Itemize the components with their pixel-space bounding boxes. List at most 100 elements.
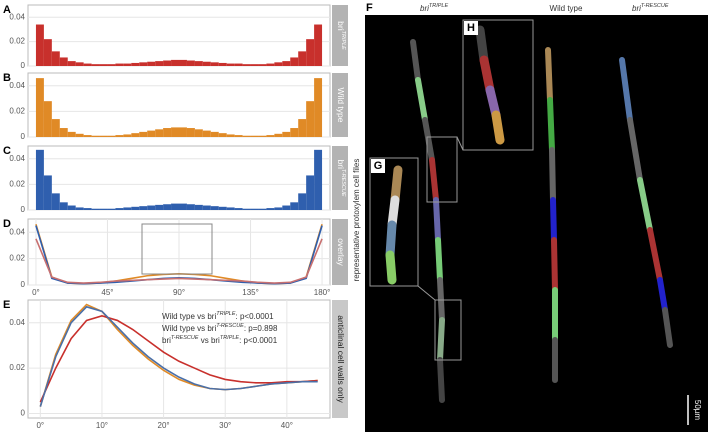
- bar: [266, 63, 275, 66]
- annotation-part: TRIPLE: [216, 311, 236, 317]
- y-tick-label: 0.02: [9, 37, 25, 46]
- y-tick-label: 0: [21, 280, 26, 289]
- bar: [234, 63, 243, 66]
- panel-label: B: [3, 72, 11, 84]
- y-tick-label: 0: [21, 132, 26, 141]
- strip-label: briTRIPLE: [336, 21, 346, 50]
- y-tick-label: 0.04: [9, 154, 25, 163]
- bar: [91, 208, 100, 210]
- y-tick-label: 0.04: [9, 227, 25, 236]
- bar: [282, 61, 291, 66]
- bar: [298, 51, 307, 66]
- annotation: briT-RESCUE vs briTRIPLE: p<0.0001: [162, 335, 278, 345]
- bar: [282, 205, 291, 210]
- bar: [234, 208, 243, 210]
- y-tick-label: 0.04: [9, 81, 25, 90]
- bar: [43, 101, 52, 137]
- bar: [35, 78, 44, 137]
- bar: [314, 78, 323, 137]
- bar: [250, 135, 259, 137]
- bar: [290, 57, 299, 66]
- bar: [35, 24, 44, 66]
- microscopy-panel: [365, 15, 708, 432]
- bar: [186, 128, 195, 137]
- strip: [332, 5, 348, 66]
- x-tick-label: 90°: [173, 288, 185, 297]
- y-tick-label: 0.02: [9, 107, 25, 116]
- bar: [51, 119, 60, 137]
- panel-label: A: [3, 4, 11, 16]
- bar: [43, 39, 52, 66]
- bar: [226, 207, 235, 210]
- inset-label-bg: [371, 159, 385, 173]
- y-tick-label: 0: [21, 409, 26, 418]
- bar: [298, 193, 307, 210]
- bar: [75, 133, 84, 137]
- bar: [242, 208, 251, 210]
- strip: [332, 146, 348, 210]
- bar: [43, 175, 52, 210]
- bar: [202, 205, 211, 210]
- plot-background: [27, 72, 331, 138]
- y-tick-label: 0.02: [9, 180, 25, 189]
- bar: [171, 127, 179, 137]
- panel-label: E: [3, 299, 10, 311]
- strip-label-part: bri: [336, 21, 346, 31]
- bar: [314, 24, 323, 66]
- cell-files: [410, 39, 673, 403]
- bar: [91, 135, 100, 137]
- bar: [250, 64, 259, 66]
- panel-label: F: [366, 2, 373, 14]
- strip-label: briT-RESCUE: [336, 159, 346, 196]
- bar: [258, 64, 267, 66]
- panel-label: C: [3, 145, 11, 157]
- bar: [59, 128, 68, 137]
- y-tick-label: 0: [21, 61, 26, 70]
- bar: [202, 61, 211, 66]
- y-tick-label: 0.02: [9, 254, 25, 263]
- x-tick-label: 0°: [32, 288, 40, 297]
- column-header: briTRIPLE: [420, 3, 448, 13]
- annotation-part: T-RESCUE: [171, 335, 199, 341]
- annotation-part: Wild type vs bri: [162, 312, 216, 321]
- inset-label: H: [467, 22, 475, 34]
- x-tick-label: 135°: [242, 288, 259, 297]
- bar: [218, 206, 227, 210]
- line: [35, 238, 323, 284]
- bar: [35, 149, 44, 210]
- bar: [306, 39, 315, 66]
- bar: [75, 62, 84, 66]
- column-header-part: bri: [420, 4, 429, 13]
- bar: [290, 128, 299, 137]
- bar: [298, 119, 307, 137]
- line: [39, 315, 318, 403]
- bar: [226, 63, 235, 66]
- x-tick-label: 10°: [96, 421, 108, 430]
- plot-background: [27, 299, 331, 419]
- plot-background: [27, 145, 331, 211]
- bar: [131, 133, 140, 137]
- annotation: Wild type vs briT-RESCUE: p=0.898: [162, 323, 278, 333]
- line: [39, 305, 318, 407]
- column-header: briT-RESCUE: [632, 3, 669, 13]
- annotation-part: vs bri: [199, 336, 221, 345]
- bar: [67, 131, 76, 137]
- bar: [155, 129, 164, 137]
- strip-label-part: T-RESCUE: [340, 169, 346, 197]
- x-tick-label: 45°: [101, 288, 113, 297]
- bar: [67, 205, 76, 210]
- bar: [99, 135, 108, 137]
- strip: [332, 73, 348, 137]
- inset-cells: [385, 25, 505, 285]
- bar: [67, 61, 76, 66]
- bar: [306, 175, 315, 210]
- bar: [234, 135, 243, 137]
- annotation-part: : p=0.898: [244, 324, 278, 333]
- bar: [194, 204, 203, 210]
- x-tick-label: 30°: [219, 421, 231, 430]
- bar: [250, 208, 259, 210]
- bar: [51, 193, 60, 210]
- bar: [258, 135, 267, 137]
- bar: [258, 208, 267, 210]
- bar: [123, 207, 132, 210]
